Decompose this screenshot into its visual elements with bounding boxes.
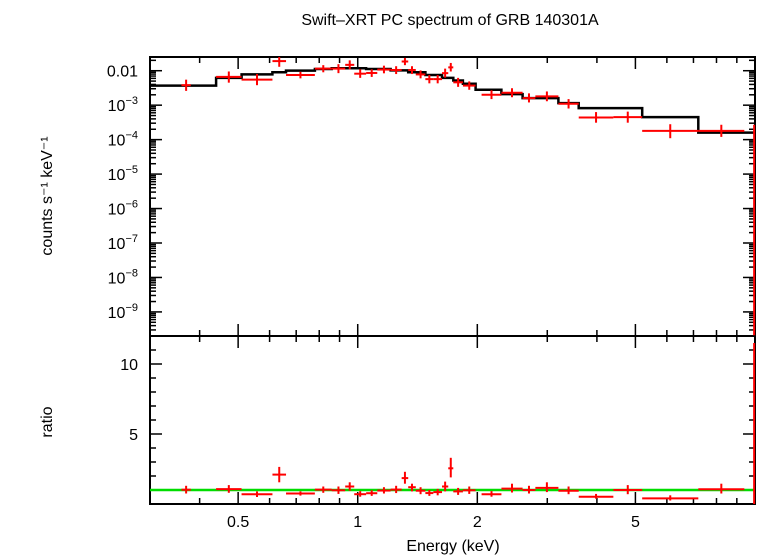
ratio-point	[401, 471, 409, 484]
ratio-point	[753, 343, 756, 504]
x-tick-label: 5	[631, 514, 640, 531]
ratio-point	[331, 486, 346, 494]
spectrum-point	[331, 64, 346, 74]
y-tick-label: 10−6	[108, 199, 138, 219]
spectrum-point	[401, 57, 409, 66]
ratio-point	[501, 483, 523, 493]
bottom-axis-ticks	[149, 335, 755, 504]
ratio-point	[442, 481, 449, 492]
spectrum-point	[642, 124, 699, 139]
y-tick-label: 5	[129, 427, 138, 444]
ratio-point	[642, 495, 699, 501]
ratio-point	[314, 486, 332, 493]
y-tick-label: 10−4	[108, 130, 138, 150]
spectrum-point	[181, 79, 191, 91]
ratio-point	[481, 491, 502, 497]
spectrum-point	[442, 68, 449, 78]
ratio-point	[433, 488, 443, 496]
x-tick-label: 0.5	[227, 514, 249, 531]
spectrum-point	[415, 70, 426, 79]
ratio-point	[448, 457, 454, 478]
ratio-point	[354, 491, 367, 497]
y-tick-label: 10−8	[108, 267, 138, 287]
spectrum-point	[448, 62, 454, 72]
ratio-point	[366, 490, 378, 496]
spectrum-point	[272, 57, 287, 67]
spectrum-point	[453, 77, 463, 87]
spectrum-point	[216, 71, 242, 83]
spectrum-point	[501, 88, 523, 98]
spectrum-point	[366, 69, 378, 77]
spectrum-point	[390, 66, 402, 75]
y-tick-label: 0.01	[107, 64, 138, 81]
spectrum-point	[522, 93, 536, 103]
ratio-point	[535, 482, 559, 493]
ratio-point	[272, 466, 287, 483]
spectrum-point	[481, 90, 502, 100]
top-panel-frame	[149, 56, 756, 337]
ratio-point	[377, 487, 391, 494]
ratio-point	[408, 483, 416, 492]
chart-title: Swift–XRT PC spectrum of GRB 140301A	[301, 12, 599, 29]
ratio-point	[415, 487, 426, 495]
top-y-axis-label: counts s⁻¹ keV⁻¹	[39, 136, 56, 255]
ratio-point	[286, 491, 315, 496]
ratio-point	[345, 482, 355, 491]
ratio-point	[462, 486, 476, 494]
y-tick-label: 10	[120, 357, 138, 374]
ratio-point	[613, 485, 643, 495]
spectrum-point	[613, 111, 643, 123]
spectrum-point	[408, 66, 416, 75]
ratio-point	[425, 490, 434, 496]
spectrum-point	[345, 60, 355, 70]
ratio-point	[216, 485, 242, 493]
x-tick-labels: 0.5 1 2 5	[227, 514, 640, 531]
ratio-point	[453, 487, 463, 495]
top-axis-ticks	[149, 57, 755, 337]
ratio-point	[241, 491, 273, 497]
spectrum-point	[241, 74, 273, 86]
y-tick-label: 10−3	[108, 95, 138, 115]
bottom-y-axis-label: ratio	[39, 406, 56, 437]
bottom-panel-frame	[149, 335, 756, 505]
x-tick-label: 1	[353, 514, 362, 531]
spectrum-point	[698, 124, 745, 137]
spectrum-point	[314, 65, 332, 73]
spectrum-point	[425, 75, 434, 84]
ratio-point	[522, 485, 536, 494]
spectrum-point	[578, 112, 614, 123]
y-tick-label: 10−7	[108, 233, 138, 253]
spectrum-data-points	[181, 57, 756, 336]
spectrum-point	[286, 71, 315, 79]
spectrum-point	[535, 91, 559, 102]
ratio-point	[390, 485, 402, 494]
y-tick-label: 10−9	[108, 302, 138, 322]
y-tick-label: 10−5	[108, 164, 138, 184]
spectrum-point	[753, 124, 756, 336]
spectrum-point	[377, 65, 391, 74]
spectrum-point	[558, 99, 579, 109]
ratio-point	[181, 485, 191, 494]
top-y-tick-labels: 0.01 10−3 10−4 10−5 10−6 10−7 10−8 10−9	[107, 64, 138, 322]
ratio-point	[578, 493, 614, 499]
spectrum-point	[462, 81, 476, 90]
x-tick-label: 2	[473, 514, 482, 531]
ratio-point	[558, 486, 579, 495]
spectrum-point	[433, 75, 443, 84]
ratio-point	[698, 483, 745, 494]
bottom-y-tick-labels: 5 10	[120, 357, 138, 444]
ratio-data-points	[181, 343, 756, 504]
spectrum-point	[354, 69, 367, 78]
x-axis-label: Energy (keV)	[406, 538, 499, 555]
